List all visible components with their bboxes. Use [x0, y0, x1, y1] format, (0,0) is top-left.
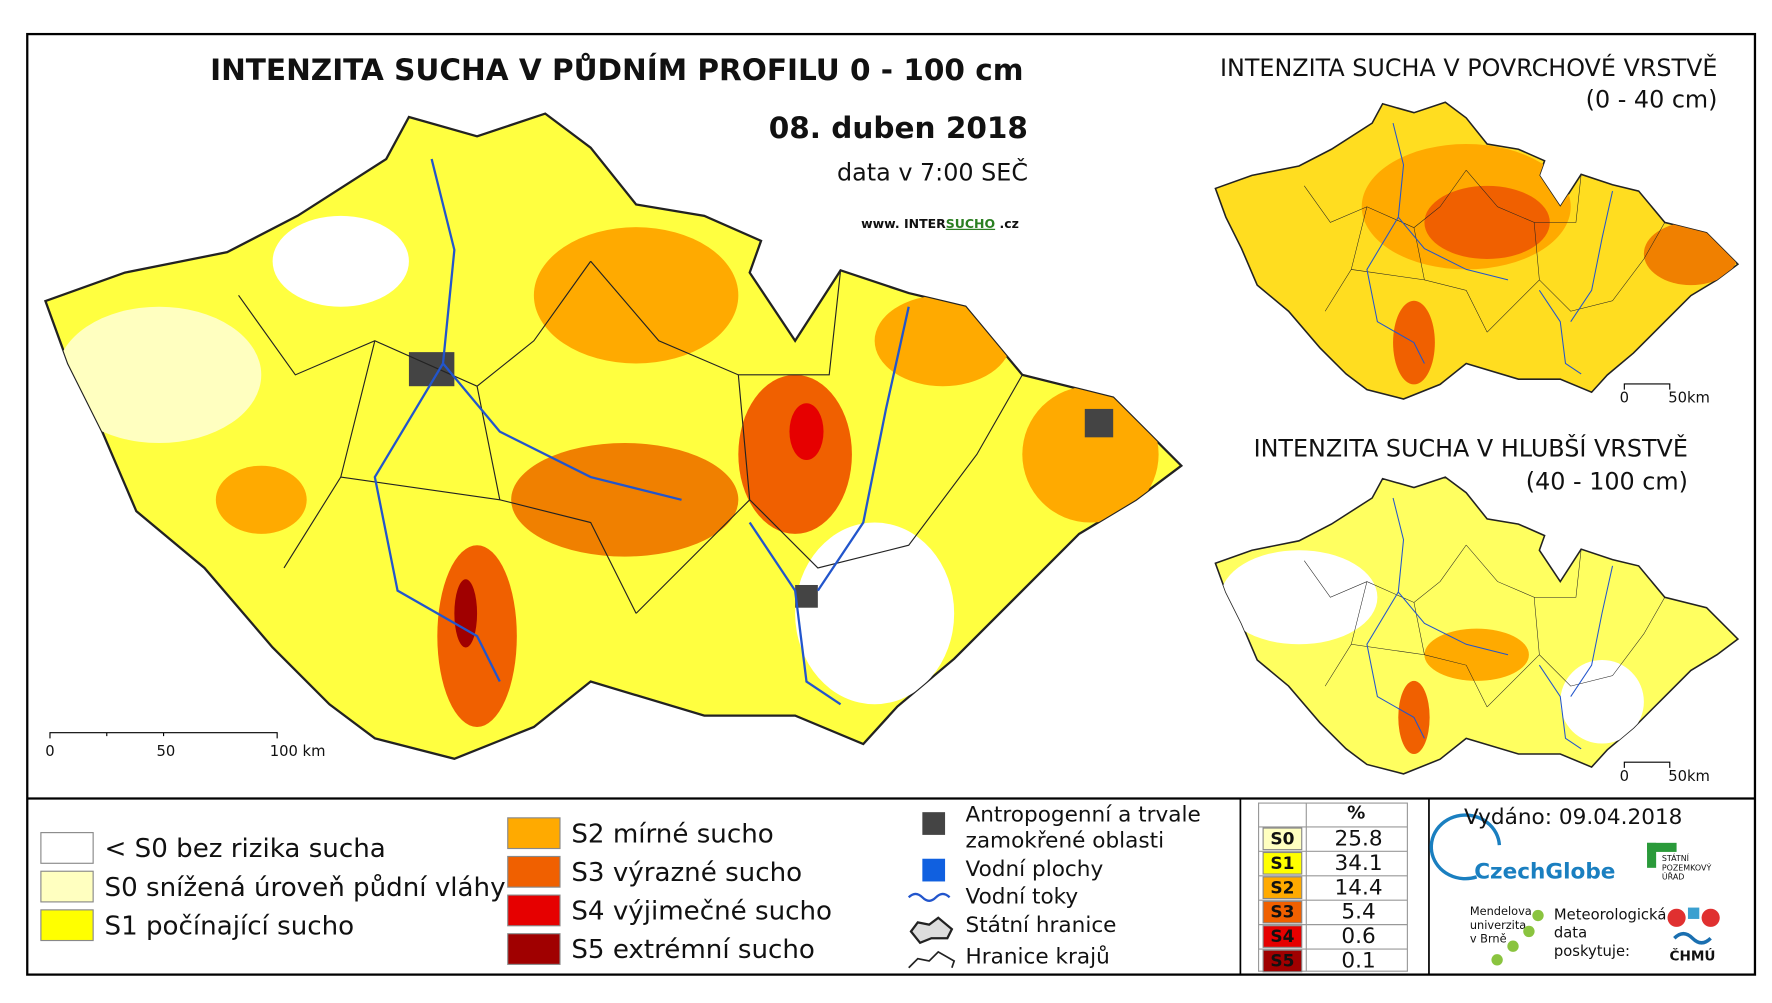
stats-header: %: [1347, 802, 1365, 823]
legend-label: S5 extrémní sucho: [571, 935, 815, 965]
drought-fill: [56, 215, 1159, 727]
legend-label: S1 počínající sucho: [105, 911, 355, 941]
legend-label: Hranice krajů: [966, 945, 1110, 970]
inset-scale-bars: [1623, 383, 1671, 768]
stats-percent: 0.1: [1341, 949, 1375, 974]
scale-label: 50km: [1668, 390, 1710, 407]
chmu-note: data: [1554, 925, 1587, 942]
legend-swatch: [40, 870, 94, 903]
stats-percent: 0.6: [1341, 924, 1375, 949]
legend-label: S2 mírné sucho: [571, 819, 773, 849]
logo-czechglobe: CzechGlobe: [1474, 859, 1615, 884]
symbol-water: [922, 858, 946, 882]
symbol-anthropogenic: [922, 812, 946, 835]
stats-percent: 34.1: [1335, 851, 1383, 876]
scale-label: 50: [156, 743, 175, 760]
scale-label: 100 km: [270, 743, 326, 760]
main-map: [44, 112, 1183, 760]
stats-class: S5: [1270, 952, 1294, 972]
date: 08. duben 2018: [769, 111, 1028, 145]
stats-class: S4: [1270, 927, 1294, 947]
data-time: data v 7:00 SEČ: [837, 158, 1028, 186]
inset-surface-map: [1214, 101, 1739, 400]
logos: CzechGlobe STÁTNÍ POZEMKOVÝ ÚŘAD Mendelo…: [1429, 813, 1720, 966]
legend-label: Antropogenní a trvale zamokřené oblasti: [966, 803, 1201, 854]
stats-class-cell: [1262, 851, 1303, 875]
logo-spu: POZEMKOVÝ: [1662, 861, 1712, 872]
legend-label: S3 výrazné sucho: [571, 858, 802, 888]
legend-label: < S0 bez rizika sucha: [105, 834, 386, 864]
chmu-note: Meteorologická: [1554, 907, 1666, 924]
stats-table: [1258, 802, 1408, 972]
logo-spu: ÚŘAD: [1662, 870, 1685, 881]
logo-chmu: ČHMÚ: [1669, 946, 1715, 964]
website-suffix: .cz: [995, 215, 1019, 230]
scale-label: 50km: [1668, 768, 1710, 785]
inset-depth: (40 - 100 cm): [1526, 467, 1688, 495]
legend-label: Vodní plochy: [966, 857, 1104, 882]
legend-swatch: [507, 933, 561, 965]
scale-label: 0: [1620, 390, 1629, 407]
legend-label: Vodní toky: [966, 884, 1079, 909]
stats-class: S3: [1270, 903, 1294, 923]
main-title: INTENZITA SUCHA V PŮDNÍM PROFILU 0 - 100…: [210, 51, 1023, 87]
symbol-region: [908, 950, 956, 969]
website-highlight: SUCHO: [946, 215, 995, 230]
stats-percent: 14.4: [1335, 875, 1383, 900]
stats-class-cell: [1262, 900, 1303, 924]
logo-mendelu: v Brně: [1470, 931, 1507, 945]
stats-percent: 25.8: [1335, 826, 1383, 851]
symbol-border: [909, 916, 954, 945]
legend-swatch: [40, 909, 94, 942]
inset-title: INTENZITA SUCHA V POVRCHOVÉ VRSTVĚ: [1220, 54, 1718, 82]
symbol-river: [907, 892, 951, 902]
legend-label-line: Antropogenní a trvale: [966, 803, 1201, 828]
stats-class-cell: [1262, 827, 1303, 851]
stats-class: S0: [1270, 829, 1294, 849]
stats-class-cell: [1262, 876, 1303, 900]
inset-deep-map: [1214, 476, 1739, 775]
legend-label: S0 snížená úroveň půdní vláhy: [105, 873, 506, 903]
scale-label: 0: [1620, 768, 1629, 785]
legend-swatch: [507, 855, 561, 888]
inset-depth: (0 - 40 cm): [1586, 86, 1718, 114]
stats-class-cell: [1262, 949, 1303, 973]
stats-class: S2: [1270, 878, 1294, 898]
legend-swatch: [507, 817, 561, 850]
legend-label: S4 výjimečné sucho: [571, 897, 832, 927]
inset-title: INTENZITA SUCHA V HLUBŠÍ VRSTVĚ: [1254, 434, 1688, 462]
website-prefix: www. INTER: [861, 215, 946, 230]
logo-spu: STÁTNÍ: [1662, 852, 1690, 863]
scale-label: 0: [45, 743, 54, 760]
issued: Vydáno: 09.04.2018: [1464, 805, 1682, 830]
logo-mendelu: univerzita: [1470, 918, 1526, 932]
legend-swatch: [40, 832, 94, 864]
stats-class: S1: [1270, 854, 1294, 874]
stats-percent: 5.4: [1341, 900, 1375, 925]
legend-label: Státní hranice: [966, 913, 1117, 938]
scale-bar: [49, 732, 278, 739]
website: www. INTERSUCHO .cz: [861, 215, 1019, 230]
legend-swatch: [507, 894, 561, 927]
legend-label-line: zamokřené oblasti: [966, 829, 1165, 854]
stats-class-cell: [1262, 925, 1303, 948]
chmu-note: poskytuje:: [1554, 943, 1630, 960]
logo-mendelu: Mendelova: [1470, 904, 1532, 918]
